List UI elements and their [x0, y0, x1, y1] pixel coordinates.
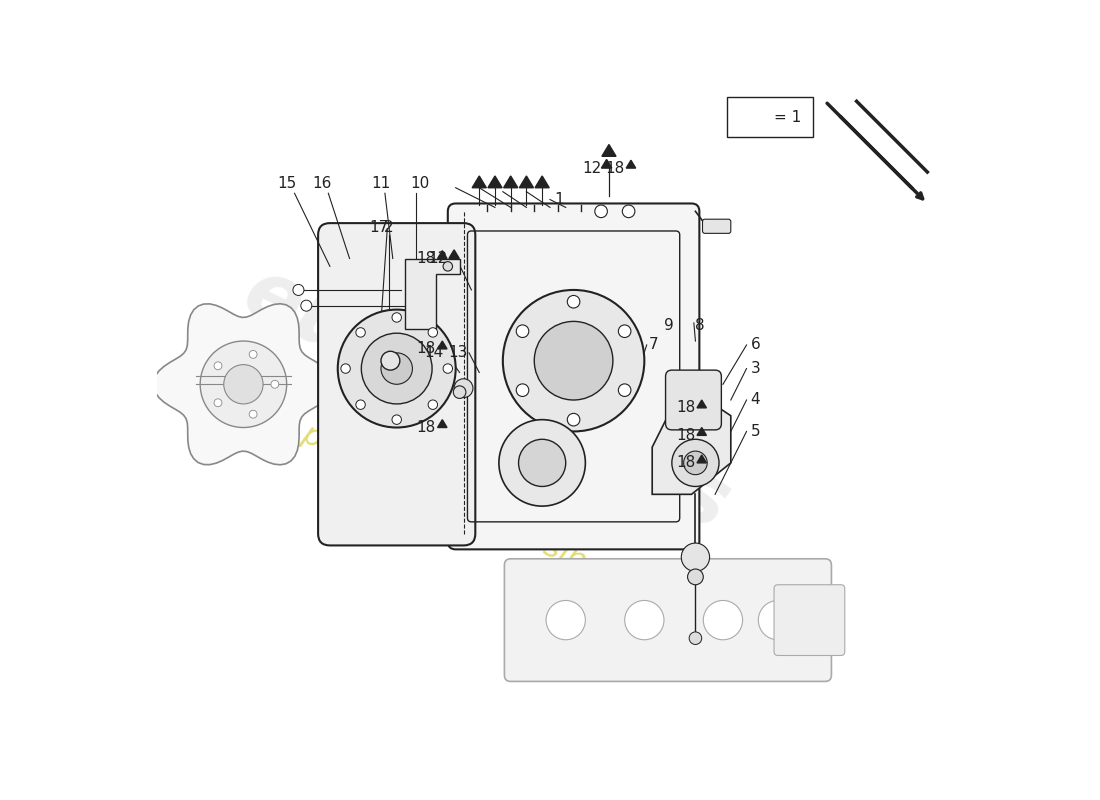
Text: 18: 18 — [417, 420, 436, 435]
Text: 11: 11 — [372, 176, 390, 191]
Circle shape — [300, 300, 311, 311]
Circle shape — [618, 384, 631, 397]
Text: 9: 9 — [664, 318, 673, 333]
Circle shape — [546, 601, 585, 640]
Circle shape — [381, 353, 412, 384]
Polygon shape — [602, 159, 612, 168]
Circle shape — [535, 322, 613, 400]
Text: 10: 10 — [410, 176, 430, 191]
Text: 5: 5 — [750, 424, 760, 439]
Polygon shape — [602, 145, 616, 156]
Polygon shape — [153, 304, 333, 465]
Polygon shape — [438, 250, 447, 258]
Circle shape — [214, 362, 222, 370]
Circle shape — [568, 295, 580, 308]
Polygon shape — [504, 176, 518, 188]
Circle shape — [595, 205, 607, 218]
FancyBboxPatch shape — [666, 370, 722, 430]
FancyBboxPatch shape — [727, 98, 813, 137]
Text: 2: 2 — [384, 219, 394, 234]
Circle shape — [689, 632, 702, 645]
Circle shape — [703, 601, 742, 640]
Text: 7: 7 — [648, 338, 658, 353]
Polygon shape — [697, 400, 706, 408]
Circle shape — [428, 400, 438, 410]
Circle shape — [688, 569, 703, 585]
Text: 18: 18 — [417, 251, 436, 266]
Circle shape — [618, 325, 631, 338]
Text: a passion for parts since 1985: a passion for parts since 1985 — [272, 407, 702, 629]
Circle shape — [361, 333, 432, 404]
Text: 18: 18 — [605, 161, 625, 175]
Text: = 1: = 1 — [774, 110, 801, 125]
Polygon shape — [438, 420, 447, 427]
Text: 6: 6 — [750, 338, 760, 353]
Polygon shape — [697, 455, 706, 463]
Circle shape — [503, 290, 645, 431]
Text: 4: 4 — [750, 393, 760, 407]
Circle shape — [392, 313, 402, 322]
Text: 12: 12 — [429, 251, 448, 266]
Circle shape — [443, 364, 452, 374]
Polygon shape — [438, 341, 447, 349]
Circle shape — [392, 415, 402, 424]
Text: 13: 13 — [448, 346, 468, 360]
Circle shape — [381, 351, 400, 370]
Text: 16: 16 — [312, 176, 332, 191]
Text: 1: 1 — [554, 192, 563, 207]
Circle shape — [499, 420, 585, 506]
Polygon shape — [488, 176, 502, 188]
Circle shape — [516, 384, 529, 397]
Circle shape — [271, 380, 278, 388]
Circle shape — [214, 399, 222, 406]
Text: 18: 18 — [676, 455, 695, 470]
Text: 17: 17 — [370, 219, 388, 234]
Polygon shape — [739, 106, 751, 117]
Polygon shape — [449, 250, 460, 258]
Circle shape — [625, 601, 664, 640]
Circle shape — [453, 386, 466, 398]
Circle shape — [293, 285, 304, 295]
Circle shape — [518, 439, 565, 486]
Polygon shape — [519, 176, 534, 188]
Circle shape — [454, 378, 473, 398]
Text: 18: 18 — [417, 342, 436, 357]
Circle shape — [623, 205, 635, 218]
Circle shape — [681, 543, 710, 571]
FancyBboxPatch shape — [505, 558, 832, 682]
Text: 18: 18 — [676, 428, 695, 443]
FancyBboxPatch shape — [703, 219, 730, 234]
Circle shape — [250, 350, 257, 358]
Text: 14: 14 — [425, 346, 444, 360]
Circle shape — [223, 365, 263, 404]
Circle shape — [250, 410, 257, 418]
Text: eurospares: eurospares — [231, 252, 743, 548]
Polygon shape — [405, 258, 460, 330]
Text: 18: 18 — [676, 400, 695, 415]
Polygon shape — [626, 160, 636, 168]
FancyBboxPatch shape — [448, 203, 700, 550]
Circle shape — [428, 328, 438, 337]
Circle shape — [443, 262, 452, 271]
Circle shape — [672, 439, 719, 486]
Polygon shape — [535, 176, 549, 188]
Polygon shape — [697, 427, 706, 435]
Circle shape — [758, 601, 798, 640]
FancyBboxPatch shape — [318, 223, 475, 546]
Circle shape — [356, 328, 365, 337]
Circle shape — [516, 325, 529, 338]
Text: 12: 12 — [582, 161, 601, 175]
Circle shape — [568, 414, 580, 426]
Text: 3: 3 — [750, 361, 760, 376]
Circle shape — [341, 364, 350, 374]
Circle shape — [200, 341, 287, 427]
FancyBboxPatch shape — [774, 585, 845, 655]
Polygon shape — [652, 400, 730, 494]
Circle shape — [338, 310, 455, 427]
Circle shape — [683, 451, 707, 474]
Polygon shape — [472, 176, 486, 188]
Text: 15: 15 — [277, 176, 296, 191]
Circle shape — [356, 400, 365, 410]
Text: 8: 8 — [695, 318, 705, 333]
